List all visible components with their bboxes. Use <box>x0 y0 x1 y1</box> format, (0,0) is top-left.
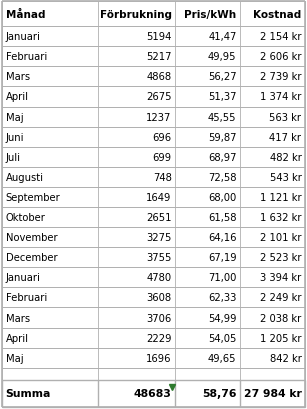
Text: Mars: Mars <box>6 72 30 82</box>
Text: Kostnad: Kostnad <box>253 9 301 20</box>
Text: 2 606 kr: 2 606 kr <box>260 52 301 62</box>
Text: April: April <box>6 92 29 102</box>
Text: 67,19: 67,19 <box>208 253 236 263</box>
Text: 2 739 kr: 2 739 kr <box>260 72 301 82</box>
Text: 748: 748 <box>153 173 172 182</box>
Text: 72,58: 72,58 <box>208 173 236 182</box>
Text: 3275: 3275 <box>146 233 172 243</box>
Text: 699: 699 <box>153 153 172 162</box>
Text: 1 121 kr: 1 121 kr <box>260 193 301 202</box>
Text: 5194: 5194 <box>146 32 172 42</box>
Text: 2675: 2675 <box>146 92 172 102</box>
Text: September: September <box>6 193 60 202</box>
Text: Summa: Summa <box>6 389 51 398</box>
Text: 2 154 kr: 2 154 kr <box>260 32 301 42</box>
Text: 1696: 1696 <box>146 353 172 363</box>
Text: 2 101 kr: 2 101 kr <box>260 233 301 243</box>
Text: April: April <box>6 333 29 343</box>
Text: 3608: 3608 <box>146 293 172 303</box>
Text: Mars: Mars <box>6 313 30 323</box>
Text: 61,58: 61,58 <box>208 213 236 222</box>
Text: 3755: 3755 <box>146 253 172 263</box>
Text: Februari: Februari <box>6 52 47 62</box>
Text: 2 523 kr: 2 523 kr <box>260 253 301 263</box>
Text: 543 kr: 543 kr <box>270 173 301 182</box>
Text: 56,27: 56,27 <box>208 72 236 82</box>
Text: 27 984 kr: 27 984 kr <box>243 389 301 398</box>
Text: 59,87: 59,87 <box>208 133 236 142</box>
Text: Augusti: Augusti <box>6 173 44 182</box>
Text: 2651: 2651 <box>146 213 172 222</box>
Text: 49,65: 49,65 <box>208 353 236 363</box>
Text: 2 038 kr: 2 038 kr <box>260 313 301 323</box>
Text: 842 kr: 842 kr <box>270 353 301 363</box>
Text: 3 394 kr: 3 394 kr <box>260 273 301 283</box>
Text: 1 632 kr: 1 632 kr <box>260 213 301 222</box>
Text: 696: 696 <box>153 133 172 142</box>
Text: 1 374 kr: 1 374 kr <box>260 92 301 102</box>
Text: Maj: Maj <box>6 353 23 363</box>
Text: Månad: Månad <box>6 9 45 20</box>
Text: Januari: Januari <box>6 273 41 283</box>
Text: 68,00: 68,00 <box>208 193 236 202</box>
Text: 45,55: 45,55 <box>208 112 236 122</box>
Text: 68,97: 68,97 <box>208 153 236 162</box>
Text: 48683: 48683 <box>134 389 172 398</box>
Text: 1649: 1649 <box>146 193 172 202</box>
Text: Juni: Juni <box>6 133 24 142</box>
Text: 2 249 kr: 2 249 kr <box>260 293 301 303</box>
Text: Februari: Februari <box>6 293 47 303</box>
Text: 5217: 5217 <box>146 52 172 62</box>
Text: 4868: 4868 <box>146 72 172 82</box>
Text: 54,99: 54,99 <box>208 313 236 323</box>
Text: 3706: 3706 <box>146 313 172 323</box>
Text: 49,95: 49,95 <box>208 52 236 62</box>
Text: 563 kr: 563 kr <box>270 112 301 122</box>
Text: Januari: Januari <box>6 32 41 42</box>
Text: 417 kr: 417 kr <box>270 133 301 142</box>
Text: Förbrukning: Förbrukning <box>99 9 172 20</box>
Text: 58,76: 58,76 <box>202 389 236 398</box>
Text: December: December <box>6 253 57 263</box>
Text: November: November <box>6 233 57 243</box>
Text: 64,16: 64,16 <box>208 233 236 243</box>
Text: Maj: Maj <box>6 112 23 122</box>
Text: 62,33: 62,33 <box>208 293 236 303</box>
Text: Oktober: Oktober <box>6 213 45 222</box>
Text: 2229: 2229 <box>146 333 172 343</box>
Text: 71,00: 71,00 <box>208 273 236 283</box>
Text: 54,05: 54,05 <box>208 333 236 343</box>
Text: Juli: Juli <box>6 153 21 162</box>
Text: 51,37: 51,37 <box>208 92 236 102</box>
Text: Pris/kWh: Pris/kWh <box>185 9 236 20</box>
Text: 4780: 4780 <box>146 273 172 283</box>
Text: 1 205 kr: 1 205 kr <box>260 333 301 343</box>
Text: 1237: 1237 <box>146 112 172 122</box>
Text: 482 kr: 482 kr <box>270 153 301 162</box>
Text: 41,47: 41,47 <box>208 32 236 42</box>
